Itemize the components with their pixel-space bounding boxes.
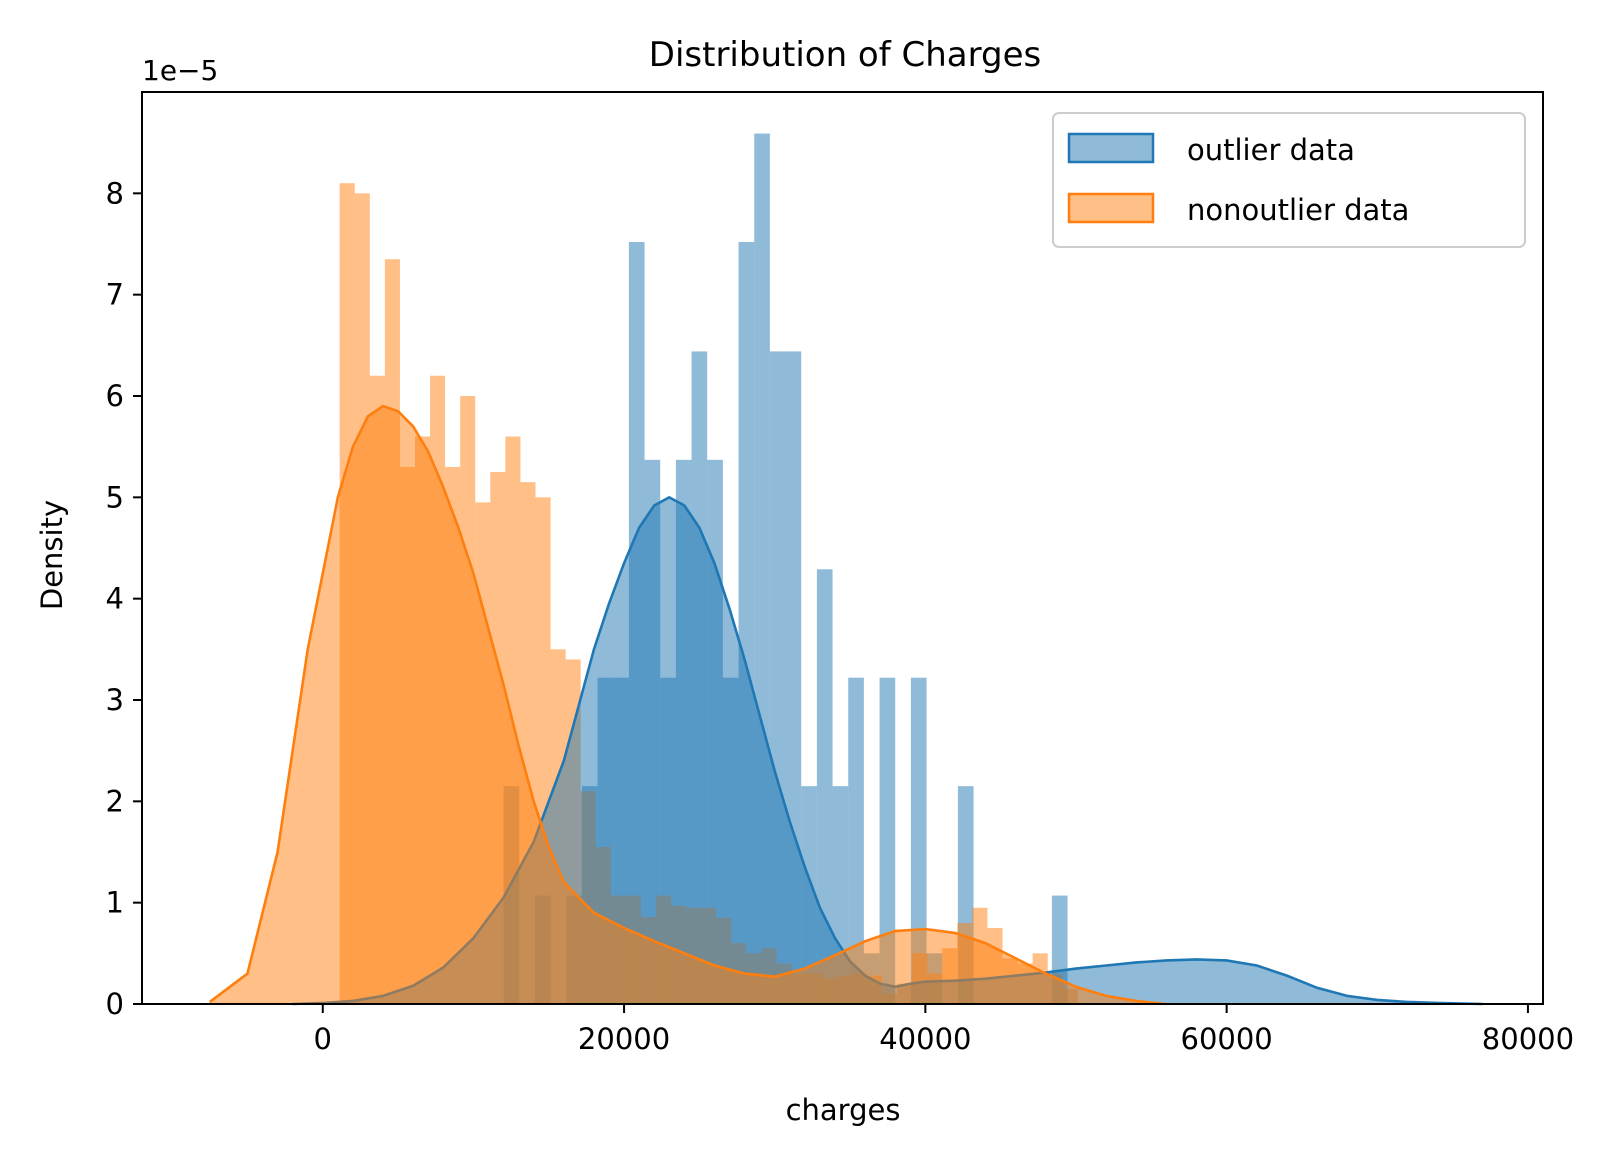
kde-nonoutlier-fill: [209, 406, 1167, 1005]
kde-outlier-fill: [292, 497, 1483, 1004]
legend-label: nonoutlier data: [1187, 193, 1409, 227]
x-tick-label: 40000: [879, 1022, 971, 1056]
legend-label: outlier data: [1187, 133, 1355, 167]
legend-swatch: [1067, 192, 1155, 224]
histogram-bar: [910, 677, 927, 1004]
legend: outlier data nonoutlier data: [1052, 112, 1526, 248]
x-tick-label: 0: [314, 1022, 332, 1056]
histogram-bar: [816, 569, 833, 1004]
y-tick-label: 0: [106, 987, 124, 1021]
y-tick-label: 2: [106, 784, 124, 818]
x-tick-label: 80000: [1482, 1022, 1574, 1056]
kde-nonoutlier-line: [209, 404, 1167, 1006]
histogram-bar: [879, 677, 896, 1004]
y-tick-label: 6: [106, 379, 124, 413]
y-tick-label: 4: [106, 582, 124, 616]
y-tick-label: 3: [106, 683, 124, 717]
y-tick-label: 7: [106, 278, 124, 312]
y-scale-label: 1e−5: [142, 54, 218, 87]
histogram-bar: [848, 677, 864, 1004]
kde-curves: [209, 404, 1483, 1006]
x-tick-label: 60000: [1181, 1022, 1273, 1056]
y-tick-label: 1: [106, 886, 124, 920]
plot-frame: [141, 91, 1544, 1005]
y-tick-label: 8: [106, 176, 124, 210]
legend-swatch: [1067, 132, 1155, 164]
axes: 0 20000 40000 60000 80000 0 1 2 3 4 5 6 7 8: [106, 91, 1574, 1056]
x-tick-label: 20000: [578, 1022, 670, 1056]
y-tick-label: 5: [106, 480, 124, 514]
chart-title: Distribution of Charges: [649, 35, 1041, 75]
legend-box: [1052, 112, 1526, 248]
x-axis-label: charges: [786, 1093, 901, 1127]
y-axis-label: Density: [35, 500, 69, 610]
kde-outlier-line: [292, 495, 1483, 1006]
